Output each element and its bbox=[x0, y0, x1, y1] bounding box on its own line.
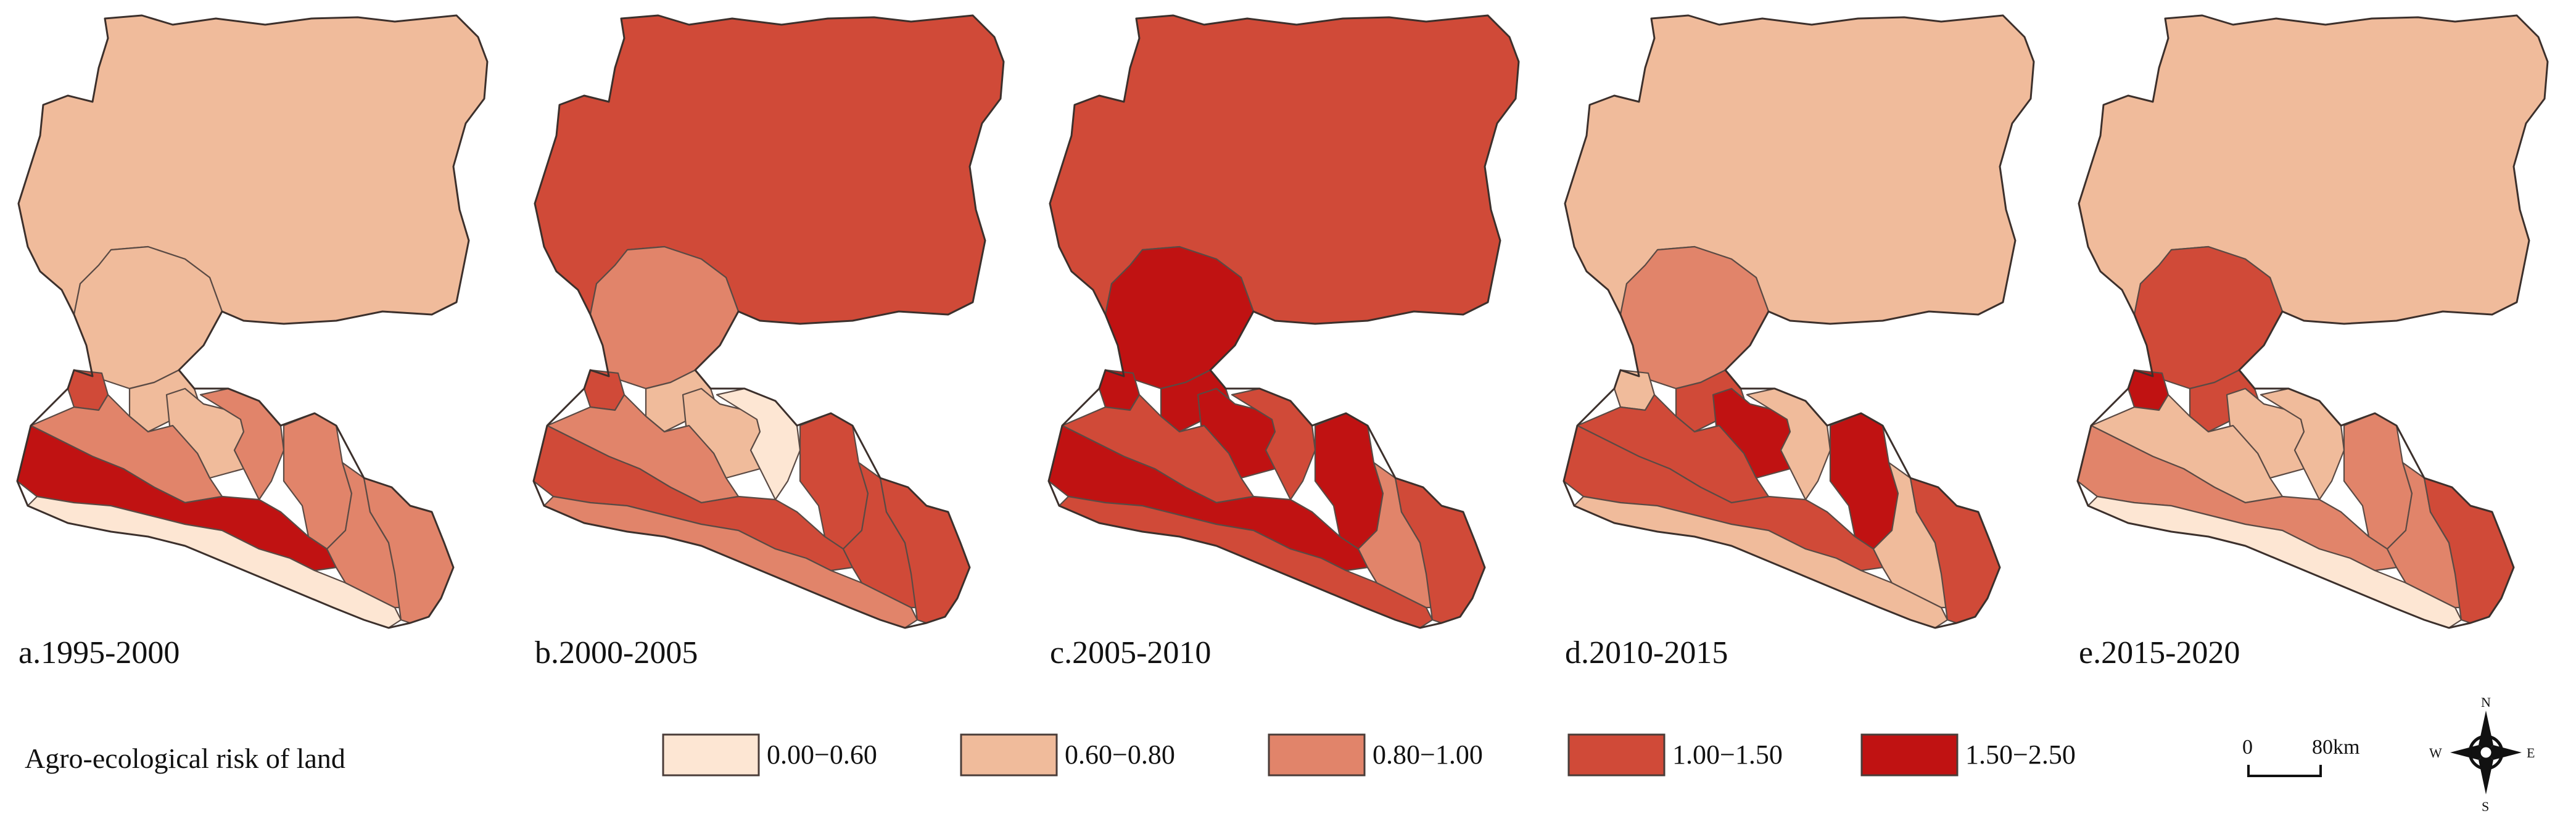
legend-label: 1.00−1.50 bbox=[1672, 740, 1783, 770]
compass-icon: N S W E bbox=[2429, 694, 2535, 814]
scale-bar-end: 80km bbox=[2312, 736, 2359, 759]
legend-label: 1.50−2.50 bbox=[1965, 740, 2076, 770]
legend-label: 0.60−0.80 bbox=[1065, 740, 1175, 770]
legend-label: 0.00−0.60 bbox=[767, 740, 877, 770]
compass-north: N bbox=[2481, 694, 2491, 710]
legend-swatch bbox=[1567, 733, 1666, 777]
legend: Agro-ecological risk of land 0.00−0.60 0.… bbox=[25, 733, 2076, 777]
map-outline bbox=[2076, 14, 2549, 629]
map-panel: a.1995-2000 bbox=[16, 14, 489, 670]
map-panels: a.1995-2000 b.2000-2005 c.2005-2010 d.2010-… bbox=[16, 14, 2549, 670]
compass-south: S bbox=[2482, 799, 2489, 814]
legend-item: 0.80−1.00 bbox=[1268, 733, 1483, 777]
legend-swatch bbox=[1268, 733, 1366, 777]
legend-swatch bbox=[662, 733, 760, 777]
panel-label: c.2005-2010 bbox=[1050, 635, 1211, 670]
compass-west: W bbox=[2429, 745, 2442, 760]
panel-label: a.1995-2000 bbox=[19, 635, 180, 670]
panel-label: b.2000-2005 bbox=[535, 635, 698, 670]
scale-bar-start: 0 bbox=[2242, 736, 2253, 759]
legend-label: 0.80−1.00 bbox=[1373, 740, 1483, 770]
legend-item: 1.00−1.50 bbox=[1567, 733, 1783, 777]
map-panel: c.2005-2010 bbox=[1047, 14, 1520, 670]
legend-item: 1.50−2.50 bbox=[1860, 733, 2076, 777]
map-panel: d.2010-2015 bbox=[1563, 14, 2035, 670]
map-outline bbox=[1563, 14, 2035, 629]
map-outline bbox=[16, 14, 489, 629]
legend-items: 0.00−0.60 0.60−0.80 0.80−1.00 1.00−1.50 1.50… bbox=[662, 733, 2076, 777]
scale-bar: 0 80km bbox=[2242, 736, 2359, 777]
legend-swatch bbox=[960, 733, 1058, 777]
map-panel: b.2000-2005 bbox=[532, 14, 1005, 670]
map-outline bbox=[1047, 14, 1520, 629]
legend-item: 0.00−0.60 bbox=[662, 733, 877, 777]
panel-label: e.2015-2020 bbox=[2079, 635, 2240, 670]
compass-east: E bbox=[2527, 745, 2535, 760]
panel-label: d.2010-2015 bbox=[1565, 635, 1728, 670]
legend-title: Agro-ecological risk of land bbox=[25, 743, 345, 774]
legend-item: 0.60−0.80 bbox=[960, 733, 1175, 777]
scale-bar-line bbox=[2247, 765, 2322, 777]
map-panel: e.2015-2020 bbox=[2076, 14, 2549, 670]
map-outline bbox=[532, 14, 1005, 629]
legend-swatch bbox=[1860, 733, 1959, 777]
